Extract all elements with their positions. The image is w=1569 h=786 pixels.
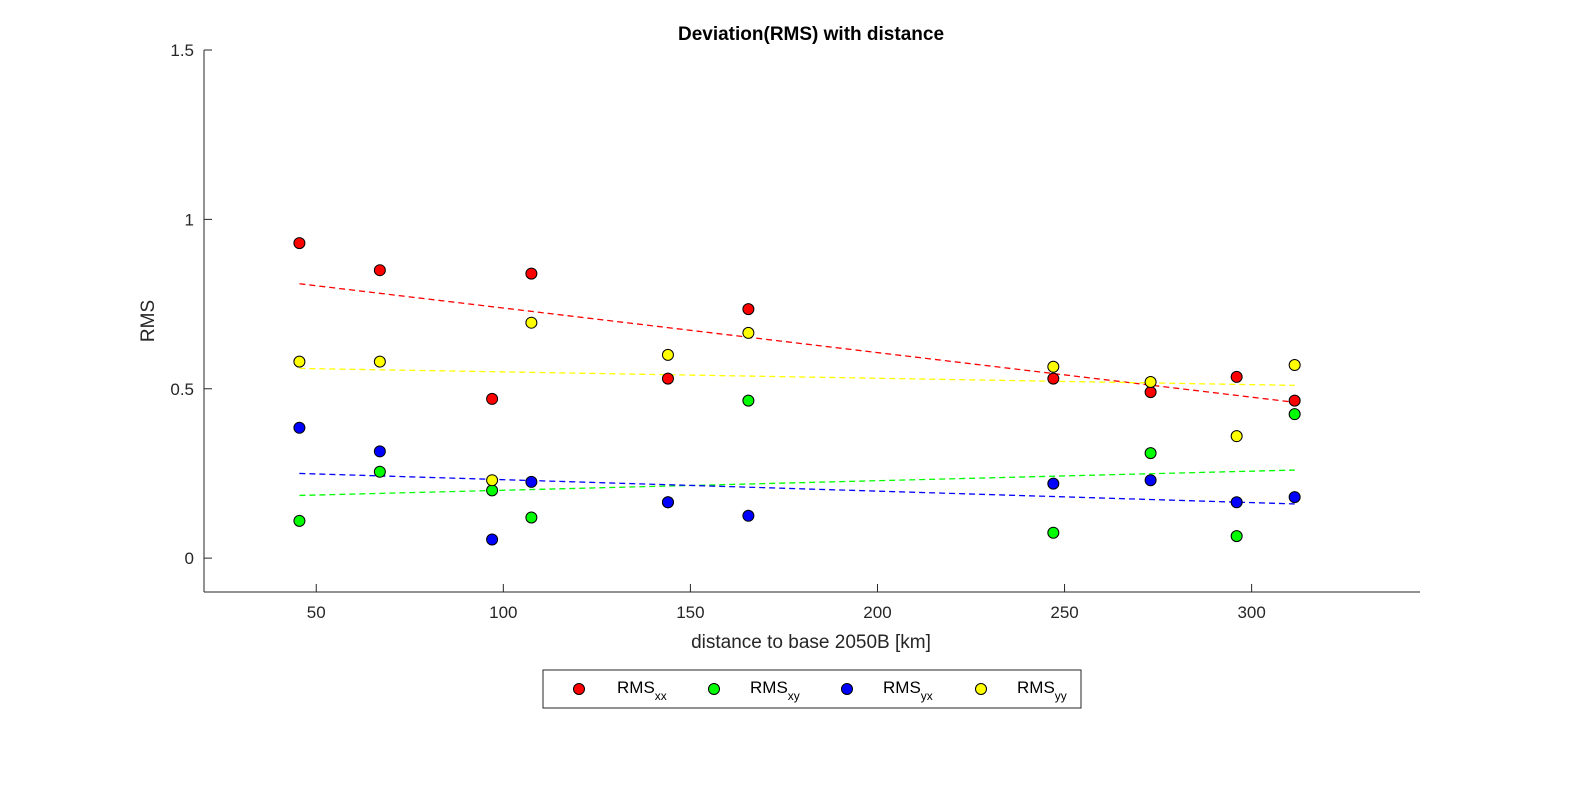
chart-title: Deviation(RMS) with distance [678, 24, 944, 45]
x-tick-label: 100 [489, 603, 517, 622]
data-point-xx [742, 303, 755, 316]
data-point-xy [1288, 408, 1301, 421]
data-point-yx [486, 533, 499, 546]
data-point-xx [1047, 372, 1060, 385]
data-point-xy [525, 511, 538, 524]
data-point-yx [1230, 496, 1243, 509]
data-point-xx [373, 264, 386, 277]
data-point-yx [293, 421, 306, 434]
data-point-yy [1288, 359, 1301, 372]
data-point-xy [1047, 526, 1060, 539]
x-tick-label: 300 [1237, 603, 1265, 622]
data-point-xy [742, 394, 755, 407]
trend-line-xy [299, 469, 1295, 497]
trend-line-yx [299, 472, 1295, 505]
data-point-yy [1144, 375, 1157, 388]
x-axis-label: distance to base 2050B [km] [691, 632, 931, 653]
legend-box [542, 669, 1082, 709]
data-point-xy [1230, 530, 1243, 543]
y-tick-label: 1 [185, 210, 194, 229]
trend-line-yy [299, 367, 1295, 387]
x-tick-label: 50 [307, 603, 326, 622]
data-point-yy [1047, 360, 1060, 373]
x-tick-label: 250 [1050, 603, 1078, 622]
trend-line-xx [299, 283, 1295, 403]
data-point-yy [486, 474, 499, 487]
data-point-xx [486, 392, 499, 405]
data-point-xx [293, 237, 306, 250]
data-point-yy [742, 326, 755, 339]
x-tick-label: 150 [676, 603, 704, 622]
data-point-yx [1288, 491, 1301, 504]
legend: RMSxx RMSxy RMSyx RMSyy [542, 669, 1082, 709]
data-point-xx [525, 267, 538, 280]
y-tick-label: 0 [185, 549, 194, 568]
y-tick-label: 1.5 [170, 41, 194, 60]
legend-label-xy: RMSxy [750, 678, 800, 703]
data-point-yy [661, 348, 674, 361]
trend-lines [299, 283, 1295, 505]
data-point-xx [1144, 386, 1157, 399]
data-point-xx [1230, 370, 1243, 383]
legend-marker-yy [975, 683, 987, 695]
data-points [293, 237, 1301, 546]
legend-entry-yy: RMSyy [975, 678, 1067, 703]
data-point-xx [661, 372, 674, 385]
legend-label-yy: RMSyy [1017, 678, 1067, 703]
x-tick-label: 200 [863, 603, 891, 622]
data-point-xx [1288, 394, 1301, 407]
legend-marker-xx [573, 683, 585, 695]
legend-label-yx: RMSyx [883, 678, 933, 703]
data-point-xy [1144, 447, 1157, 460]
data-point-yx [1047, 477, 1060, 490]
legend-entry-yx: RMSyx [841, 678, 933, 703]
data-point-xy [373, 465, 386, 478]
y-tick-label: 0.5 [170, 380, 194, 399]
y-ticks: 0 0.5 1 1.5 [170, 41, 212, 568]
legend-marker-xy [708, 683, 720, 695]
data-point-xy [293, 514, 306, 527]
y-axis-label: RMS [138, 300, 159, 342]
data-point-yy [293, 355, 306, 368]
data-point-yy [373, 355, 386, 368]
legend-entry-xx: RMSxx [573, 678, 667, 703]
legend-entry-xy: RMSxy [708, 678, 800, 703]
data-point-yx [525, 475, 538, 488]
legend-label-xx: RMSxx [617, 678, 667, 703]
x-ticks: 50 100 150 200 250 300 [307, 584, 1266, 622]
data-point-yy [1230, 430, 1243, 443]
legend-marker-yx [841, 683, 853, 695]
data-point-xy [486, 484, 499, 497]
data-point-yx [742, 509, 755, 522]
data-point-yy [525, 316, 538, 329]
data-point-yx [661, 496, 674, 509]
plot-area: 50 100 150 200 250 300 0 0.5 1 1.5 [170, 41, 1420, 622]
data-point-yx [1144, 474, 1157, 487]
data-point-yx [373, 445, 386, 458]
